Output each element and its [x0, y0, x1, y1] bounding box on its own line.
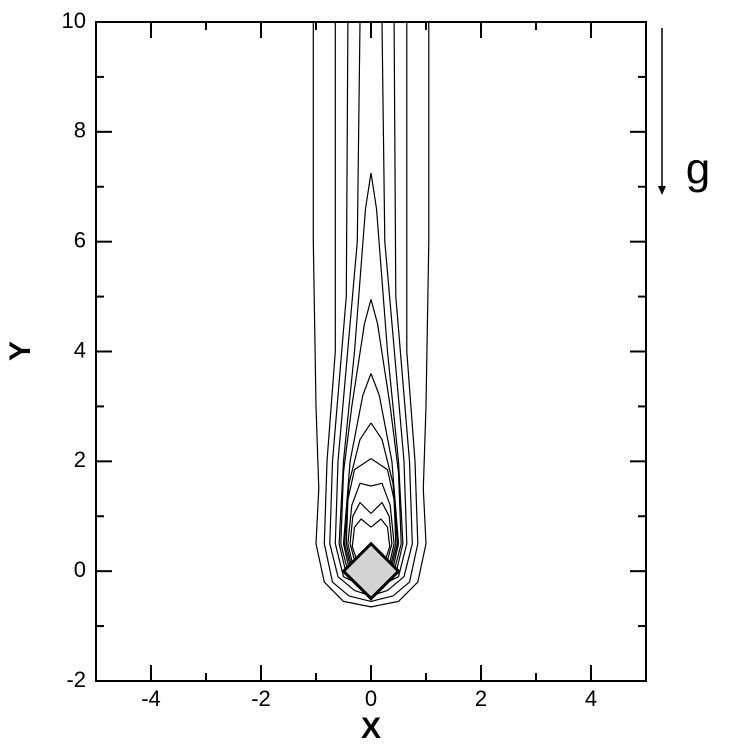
body: [341, 541, 401, 601]
contour-line: [312, 22, 430, 608]
y-tick-label: 6: [74, 227, 86, 252]
y-tick-label: 4: [74, 337, 86, 362]
y-tick-label: 8: [74, 118, 86, 143]
y-tick-label: 10: [62, 8, 86, 33]
x-tick-label: -2: [251, 686, 271, 711]
x-tick-label: 0: [365, 686, 377, 711]
contour-line: [323, 22, 419, 602]
x-axis-title: X: [361, 712, 381, 745]
contour-line: [338, 172, 404, 589]
y-tick-label: 2: [74, 447, 86, 472]
x-tick-label: 2: [475, 686, 487, 711]
y-axis-title: Y: [4, 341, 37, 361]
gravity-arrowhead: [658, 186, 666, 195]
y-tick-label: -2: [66, 667, 86, 692]
y-tick-label: 0: [74, 557, 86, 582]
gravity-label: g: [686, 145, 710, 194]
x-tick-label: 4: [585, 686, 597, 711]
x-tick-label: -4: [141, 686, 161, 711]
